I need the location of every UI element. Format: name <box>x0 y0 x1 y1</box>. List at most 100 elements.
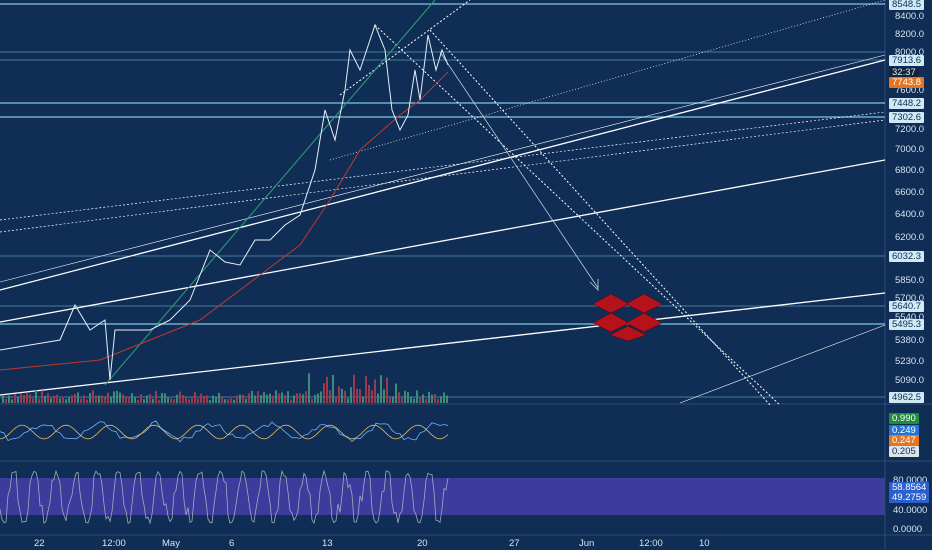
bar-shape <box>296 393 298 403</box>
line-shape <box>0 420 449 443</box>
price-badge: 7913.6 <box>889 54 925 66</box>
bar-shape <box>344 390 346 403</box>
price-label: 5850.0 <box>895 274 925 286</box>
bar-shape <box>335 397 337 403</box>
bar-shape <box>299 393 301 403</box>
bar-shape <box>203 395 205 403</box>
bar-shape <box>272 395 274 403</box>
bar-shape <box>128 397 130 403</box>
horizontal-levels <box>0 3 885 398</box>
bar-shape <box>134 397 136 403</box>
bar-shape <box>236 395 238 403</box>
bar-shape <box>350 387 352 403</box>
oscillator <box>0 420 449 443</box>
bar-shape <box>14 394 16 403</box>
bar-shape <box>260 395 262 403</box>
bar-shape <box>146 395 148 403</box>
bar-shape <box>212 395 214 403</box>
bar-shape <box>380 375 382 403</box>
bar-shape <box>191 397 193 403</box>
bar-shape <box>224 399 226 403</box>
bar-shape <box>281 392 283 403</box>
bar-shape <box>149 394 151 403</box>
price-badge: 32:37 <box>889 66 919 78</box>
bar-shape <box>431 394 433 403</box>
bar-shape <box>317 393 319 403</box>
time-label: 20 <box>417 537 428 549</box>
bar-shape <box>176 394 178 403</box>
bar-shape <box>50 398 52 403</box>
red-ma <box>0 71 449 371</box>
bar-shape <box>209 399 211 403</box>
bar-shape <box>221 397 223 403</box>
bar-shape <box>71 395 73 403</box>
stochastic <box>0 469 449 525</box>
bar-shape <box>404 390 406 403</box>
price-label: 6600.0 <box>895 186 925 198</box>
bar-shape <box>179 391 181 403</box>
bar-shape <box>173 399 175 403</box>
bar-shape <box>86 399 88 403</box>
price-label: 5540.0 <box>895 311 925 323</box>
bar-shape <box>323 383 325 403</box>
price-label: 6400.0 <box>895 208 925 220</box>
bar-shape <box>158 399 160 403</box>
stoch-badge: 49.2759 <box>889 491 930 503</box>
bar-shape <box>389 397 391 403</box>
line-shape <box>0 469 449 525</box>
time-label: Jun <box>579 537 595 549</box>
main-pane <box>0 0 885 403</box>
trendlines <box>0 0 886 406</box>
bar-shape <box>143 399 145 403</box>
bar-shape <box>140 394 142 403</box>
bar-shape <box>446 395 448 403</box>
price-label: 5230.0 <box>895 355 925 367</box>
bar-shape <box>269 393 271 403</box>
bar-shape <box>44 395 46 403</box>
bar-shape <box>368 384 370 403</box>
bar-shape <box>437 399 439 403</box>
bar-shape <box>119 392 121 403</box>
bar-shape <box>5 398 7 403</box>
time-label: 13 <box>322 537 333 549</box>
time-label: May <box>162 537 180 549</box>
bar-shape <box>32 398 34 403</box>
price-badge: 5495.3 <box>889 318 925 330</box>
bar-shape <box>410 397 412 403</box>
bar-shape <box>65 399 67 403</box>
bar-shape <box>20 393 22 403</box>
bar-shape <box>104 397 106 403</box>
bar-shape <box>374 379 376 403</box>
bar-shape <box>161 392 163 403</box>
bar-shape <box>80 398 82 403</box>
bar-shape <box>107 392 109 403</box>
price-label: 6800.0 <box>895 164 925 176</box>
bar-shape <box>206 395 208 403</box>
bar-shape <box>164 393 166 403</box>
indicator-badge: 0.990 <box>889 412 919 424</box>
price-badge: 5640.7 <box>889 300 925 312</box>
bar-shape <box>11 399 13 403</box>
bar-shape <box>197 398 199 403</box>
price-badge: 7743.8 <box>889 76 925 88</box>
bar-shape <box>248 393 250 403</box>
bar-shape <box>353 374 355 403</box>
bar-shape <box>266 394 268 403</box>
bar-shape <box>227 399 229 403</box>
stoch-label: 0.0000 <box>893 523 923 535</box>
bar-shape <box>95 395 97 403</box>
bar-shape <box>17 397 19 403</box>
indicator-badge: 0.205 <box>889 445 919 457</box>
bar-shape <box>362 396 364 403</box>
bar-shape <box>89 393 91 403</box>
bar-shape <box>443 392 445 403</box>
bar-shape <box>314 394 316 403</box>
price-badge: 8548.5 <box>889 0 925 10</box>
bar-shape <box>395 383 397 403</box>
bar-shape <box>233 399 235 403</box>
time-label: 27 <box>509 537 520 549</box>
price-label: 6200.0 <box>895 231 925 243</box>
bar-shape <box>329 390 331 403</box>
bar-shape <box>218 392 220 403</box>
